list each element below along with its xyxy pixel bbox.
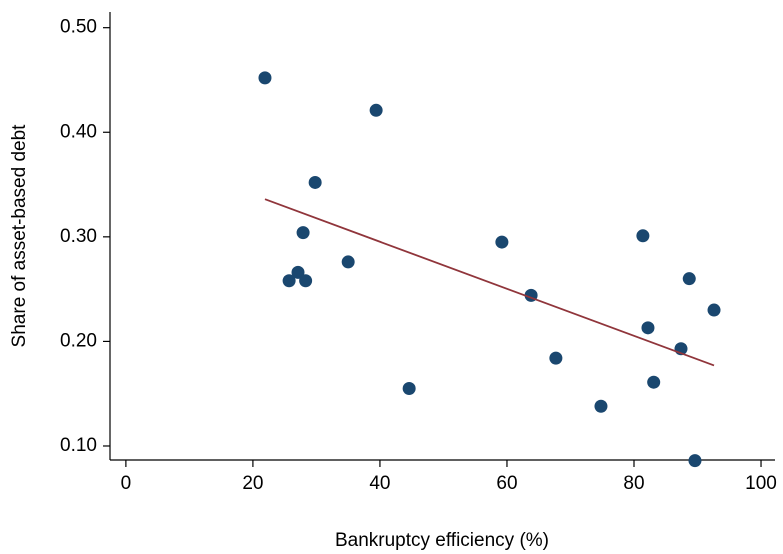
x-tick-label: 0	[121, 473, 132, 494]
point	[495, 235, 509, 249]
point	[707, 303, 721, 317]
point	[341, 255, 355, 269]
point	[594, 399, 608, 413]
point	[369, 103, 383, 117]
x-tick-label: 100	[745, 473, 777, 494]
point	[688, 454, 702, 468]
point	[641, 321, 655, 335]
x-tick-label: 60	[496, 473, 517, 494]
point	[636, 229, 650, 243]
point	[647, 375, 661, 389]
y-axis-title: Share of asset-based debt	[9, 124, 30, 348]
fit-line	[264, 198, 715, 367]
x-tick-label: 80	[623, 473, 644, 494]
x-axis-title: Bankruptcy efficiency (%)	[335, 530, 549, 551]
point	[308, 175, 322, 189]
point	[282, 274, 296, 288]
point	[549, 351, 563, 365]
y-tick-label: 0.50	[60, 17, 97, 38]
point	[296, 226, 310, 240]
y-tick-label: 0.20	[60, 330, 97, 351]
y-tick-label: 0.40	[60, 121, 97, 142]
point	[402, 381, 416, 395]
point	[299, 274, 313, 288]
x-tick-label: 20	[242, 473, 263, 494]
y-tick-label: 0.10	[60, 435, 97, 456]
y-tick-label: 0.30	[60, 226, 97, 247]
point	[258, 71, 272, 85]
point	[682, 272, 696, 286]
x-tick-label: 40	[369, 473, 390, 494]
point	[291, 265, 305, 279]
